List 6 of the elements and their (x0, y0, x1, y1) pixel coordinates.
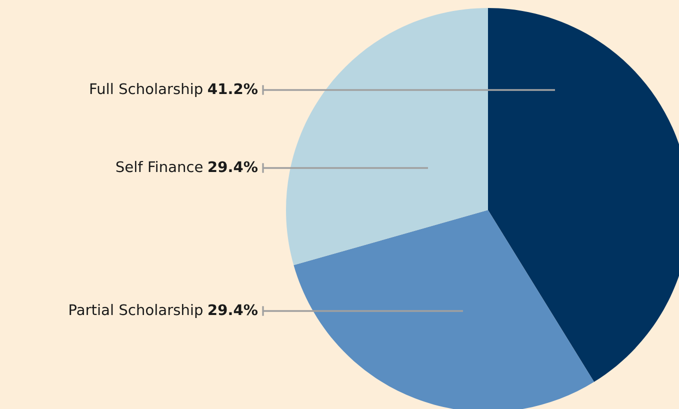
data-label: 41.2% (208, 83, 258, 94)
data-label: 29.4% (208, 161, 258, 172)
slice-label: Full Scholarship (90, 82, 202, 98)
slice-label: Partial Scholarship (70, 304, 202, 318)
data-label: 29.4% (208, 304, 258, 316)
slice-label: Self Finance (116, 160, 202, 172)
